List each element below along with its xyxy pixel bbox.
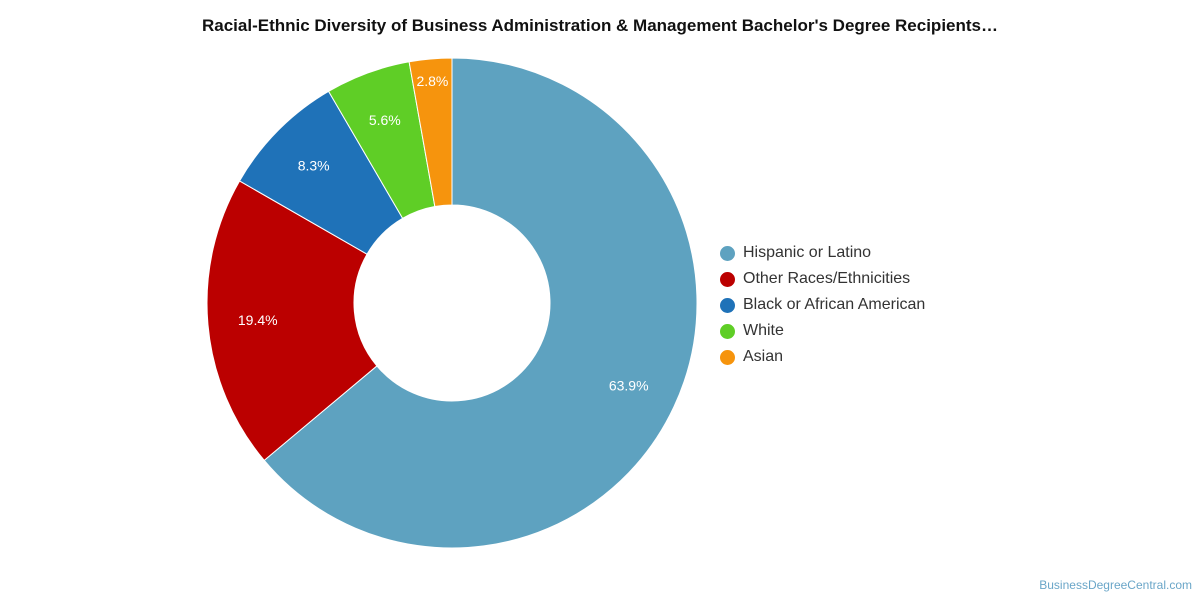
slice-label-white: 5.6% xyxy=(369,112,401,128)
legend-label: Black or African American xyxy=(743,296,926,313)
slice-label-asian: 2.8% xyxy=(416,73,448,89)
legend-label: White xyxy=(743,322,784,339)
legend-swatch-icon xyxy=(720,245,735,261)
slice-label-other-races-ethnicities: 19.4% xyxy=(238,312,278,328)
legend-item-hispanic-or-latino[interactable]: Hispanic or Latino xyxy=(720,240,925,266)
slice-label-black-or-african-american: 8.3% xyxy=(298,158,330,174)
legend: Hispanic or Latino Other Races/Ethnicitie… xyxy=(720,240,925,370)
legend-item-other-races-ethnicities[interactable]: Other Races/Ethnicities xyxy=(720,266,925,292)
legend-swatch-icon xyxy=(720,323,735,339)
slice-label-hispanic-or-latino: 63.9% xyxy=(609,377,649,393)
legend-label: Other Races/Ethnicities xyxy=(743,270,911,287)
source-credit[interactable]: BusinessDegreeCentral.com xyxy=(1039,578,1192,592)
legend-item-asian[interactable]: Asian xyxy=(720,344,925,370)
legend-item-black-or-african-american[interactable]: Black or African American xyxy=(720,292,925,318)
slice-other-races-ethnicities[interactable] xyxy=(206,180,378,462)
slice-hispanic-or-latino[interactable] xyxy=(263,57,698,549)
legend-swatch-icon xyxy=(720,349,735,365)
chart-title: Racial-Ethnic Diversity of Business Admi… xyxy=(201,16,998,35)
slice-asian[interactable] xyxy=(408,57,453,208)
legend-label: Hispanic or Latino xyxy=(743,244,872,261)
legend-swatch-icon xyxy=(720,297,735,313)
legend-swatch-icon xyxy=(720,271,735,287)
legend-label: Asian xyxy=(743,348,784,365)
legend-item-white[interactable]: White xyxy=(720,318,925,344)
